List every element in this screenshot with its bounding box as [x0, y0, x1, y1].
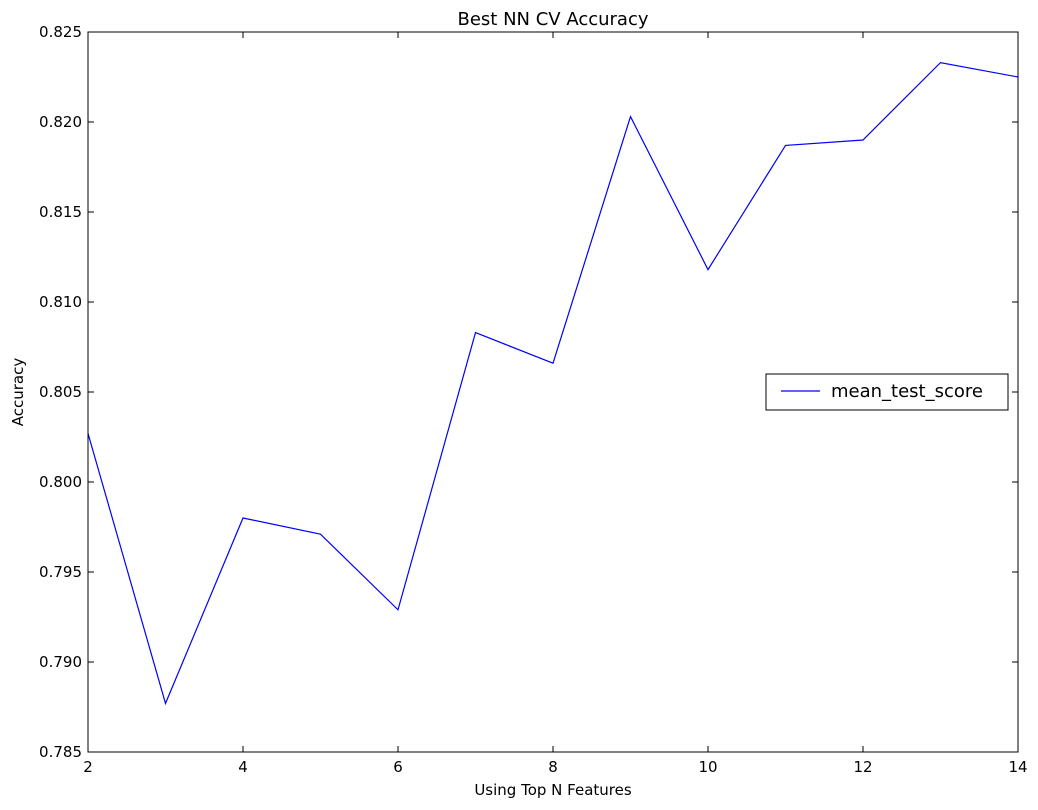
x-tick-label: 12	[853, 758, 872, 776]
y-tick-label: 0.825	[39, 23, 82, 41]
chart-title: Best NN CV Accuracy	[457, 9, 648, 30]
y-tick-label: 0.800	[39, 473, 82, 491]
y-axis-title: Accuracy	[9, 358, 27, 427]
y-axis: 0.785 0.790 0.795 0.800 0.805 0.810 0.815 0.820…	[39, 23, 1018, 761]
x-tick-label: 4	[238, 758, 248, 776]
x-tick-label: 2	[83, 758, 93, 776]
y-tick-label: 0.790	[39, 653, 82, 671]
legend-box	[765, 373, 1009, 411]
x-axis: 2 4 6 8 10 12 14	[83, 32, 1028, 776]
legend: mean_test_score	[765, 373, 1009, 411]
x-tick-label: 8	[548, 758, 558, 776]
x-tick-label: 14	[1008, 758, 1027, 776]
y-tick-label: 0.785	[39, 743, 82, 761]
y-tick-label: 0.805	[39, 383, 82, 401]
plot-area	[87, 61, 1019, 706]
x-tick-label: 10	[698, 758, 717, 776]
y-tick-label: 0.820	[39, 113, 82, 131]
legend-label-mean-test-score: mean_test_score	[831, 381, 983, 402]
y-tick-label: 0.795	[39, 563, 82, 581]
x-tick-label: 6	[393, 758, 403, 776]
x-axis-title: Using Top N Features	[474, 781, 632, 799]
y-tick-label: 0.815	[39, 203, 82, 221]
y-tick-label: 0.810	[39, 293, 82, 311]
series-line-mean-test-score	[87, 61, 1019, 706]
